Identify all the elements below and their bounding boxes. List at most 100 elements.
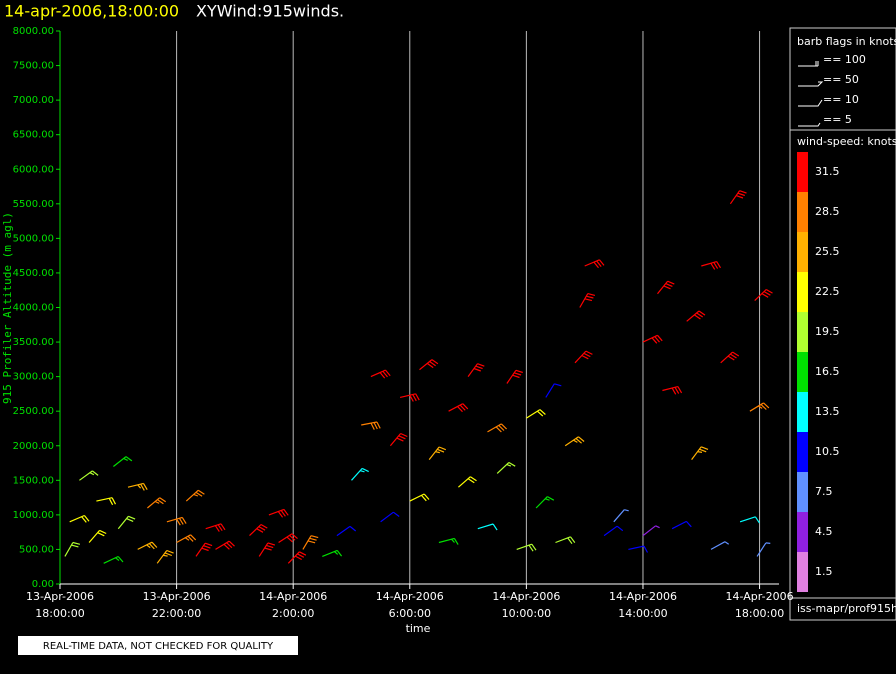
x-tick-label: 14:00:00 [618,607,667,620]
colorbar-cell [797,152,808,192]
wind-barb [113,456,133,467]
wind-barb [156,549,174,564]
wind-barb [278,533,298,544]
wind-barb [739,516,760,524]
barb-legend-title: barb flags in knots [797,35,896,48]
wind-barb [642,525,660,537]
wind-barb [458,476,477,488]
wind-barb [603,525,624,537]
y-tick-label: 500.00 [19,544,54,555]
wind-barb [302,535,319,550]
wind-barb [336,525,357,537]
colorbar-cell [797,432,808,472]
x-tick-label: 6:00:00 [389,607,431,620]
y-tick-label: 4000.00 [13,303,54,314]
chart-subtitle: XYWind:915winds. [196,2,344,21]
x-tick-label: 10:00:00 [502,607,551,620]
wind-barb [258,542,276,557]
wind-barb [477,523,498,531]
y-tick-label: 6000.00 [13,164,54,175]
barb-legend-entry: == 50 [823,73,859,86]
y-tick-label: 1500.00 [13,475,54,486]
wind-barb [127,482,148,491]
x-tick-label: 14-Apr-2006 [609,590,677,603]
x-tick-label: 13-Apr-2006 [26,590,94,603]
wind-barb [380,511,400,523]
wind-barb [448,403,469,413]
wind-barb [69,514,90,523]
wind-barb [691,446,709,460]
colorbar-label: 1.5 [815,565,833,578]
colorbar-cell [797,312,808,352]
wind-barb [322,549,343,557]
colorbar-label: 25.5 [815,245,840,258]
x-tick-label: 22:00:00 [152,607,201,620]
wind-barb [185,489,205,502]
wind-barb [729,190,747,205]
x-tick-label: 18:00:00 [35,607,84,620]
wind-barb [487,423,508,433]
source-label: iss-mapr/prof915h [797,602,896,615]
wind-barb [205,523,226,532]
wind-barb [147,497,167,509]
y-tick-label: 1000.00 [13,510,54,521]
wind-barb [496,461,516,474]
y-tick-label: 2500.00 [13,406,54,417]
wind-barb [287,551,307,564]
colorbar-label: 19.5 [815,325,840,338]
x-tick-label: 14-Apr-2006 [376,590,444,603]
x-tick-label: 13-Apr-2006 [143,590,211,603]
wind-barb [419,359,439,371]
wind-barb [564,436,585,447]
wind-barb [351,467,369,481]
wind-barb [710,541,730,550]
wind-barb [545,383,562,398]
x-tick-label: 18:00:00 [735,607,784,620]
colorbar-cell [797,352,808,392]
wind-barb [428,446,447,460]
colorbar-label: 10.5 [815,445,840,458]
y-tick-label: 4500.00 [13,268,54,279]
x-tick-label: 14-Apr-2006 [726,590,794,603]
colorbar-cell [797,472,808,512]
wind-barb [584,259,605,269]
barb-legend-entry: == 5 [823,113,852,126]
wind-barb [88,529,107,543]
colorbar-label: 7.5 [815,485,833,498]
wind-barb [574,350,593,364]
y-tick-label: 3500.00 [13,337,54,348]
colorbar-cell [797,552,808,592]
y-tick-label: 5500.00 [13,199,54,210]
wind-barb [176,534,197,544]
y-tick-label: 6500.00 [13,130,54,141]
wind-barb [268,508,289,518]
colorbar-cell [797,192,808,232]
wind-barb [409,493,430,502]
chart-title: 14-apr-2006,18:00:00 [4,2,179,21]
wind-barb [79,470,99,481]
y-tick-label: 2000.00 [13,441,54,452]
colorbar-cell [797,512,808,552]
colorbar-label: 13.5 [815,405,840,418]
wind-barb [438,537,459,545]
wind-barb [195,542,213,557]
wind-barb [662,386,683,395]
legend-panel [789,27,896,621]
wind-barb [642,334,663,344]
x-tick-label: 14-Apr-2006 [259,590,327,603]
wind-barb [657,280,675,295]
wind-barb [103,555,124,564]
wind-barb [671,520,692,530]
wind-barb [96,497,117,506]
x-tick-label: 2:00:00 [272,607,314,620]
wind-barb [506,369,523,384]
wind-barb [579,293,596,308]
y-axis-label: 915 Profiler Altitude (m agl) [1,212,14,404]
wind-barb [370,369,391,379]
footnote-box [18,636,298,655]
wind-barb [64,541,81,557]
wind-barb [526,409,546,419]
wind-barb [215,540,235,550]
